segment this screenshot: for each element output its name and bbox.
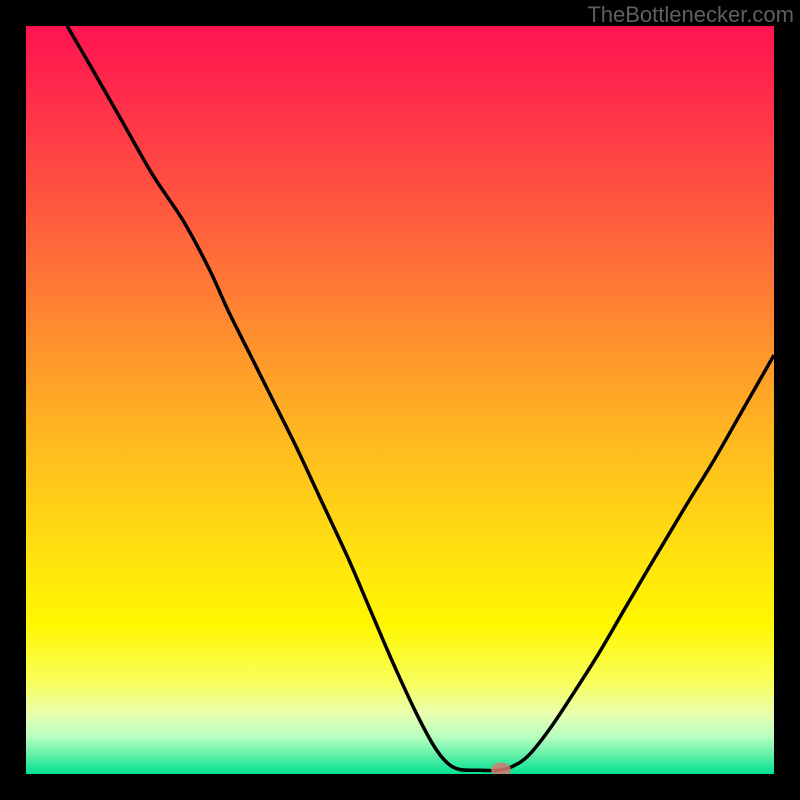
gradient-background: [26, 26, 774, 774]
chart-container: TheBottlenecker.com: [0, 0, 800, 800]
watermark-text: TheBottlenecker.com: [587, 2, 794, 28]
bottleneck-chart: [0, 0, 800, 800]
